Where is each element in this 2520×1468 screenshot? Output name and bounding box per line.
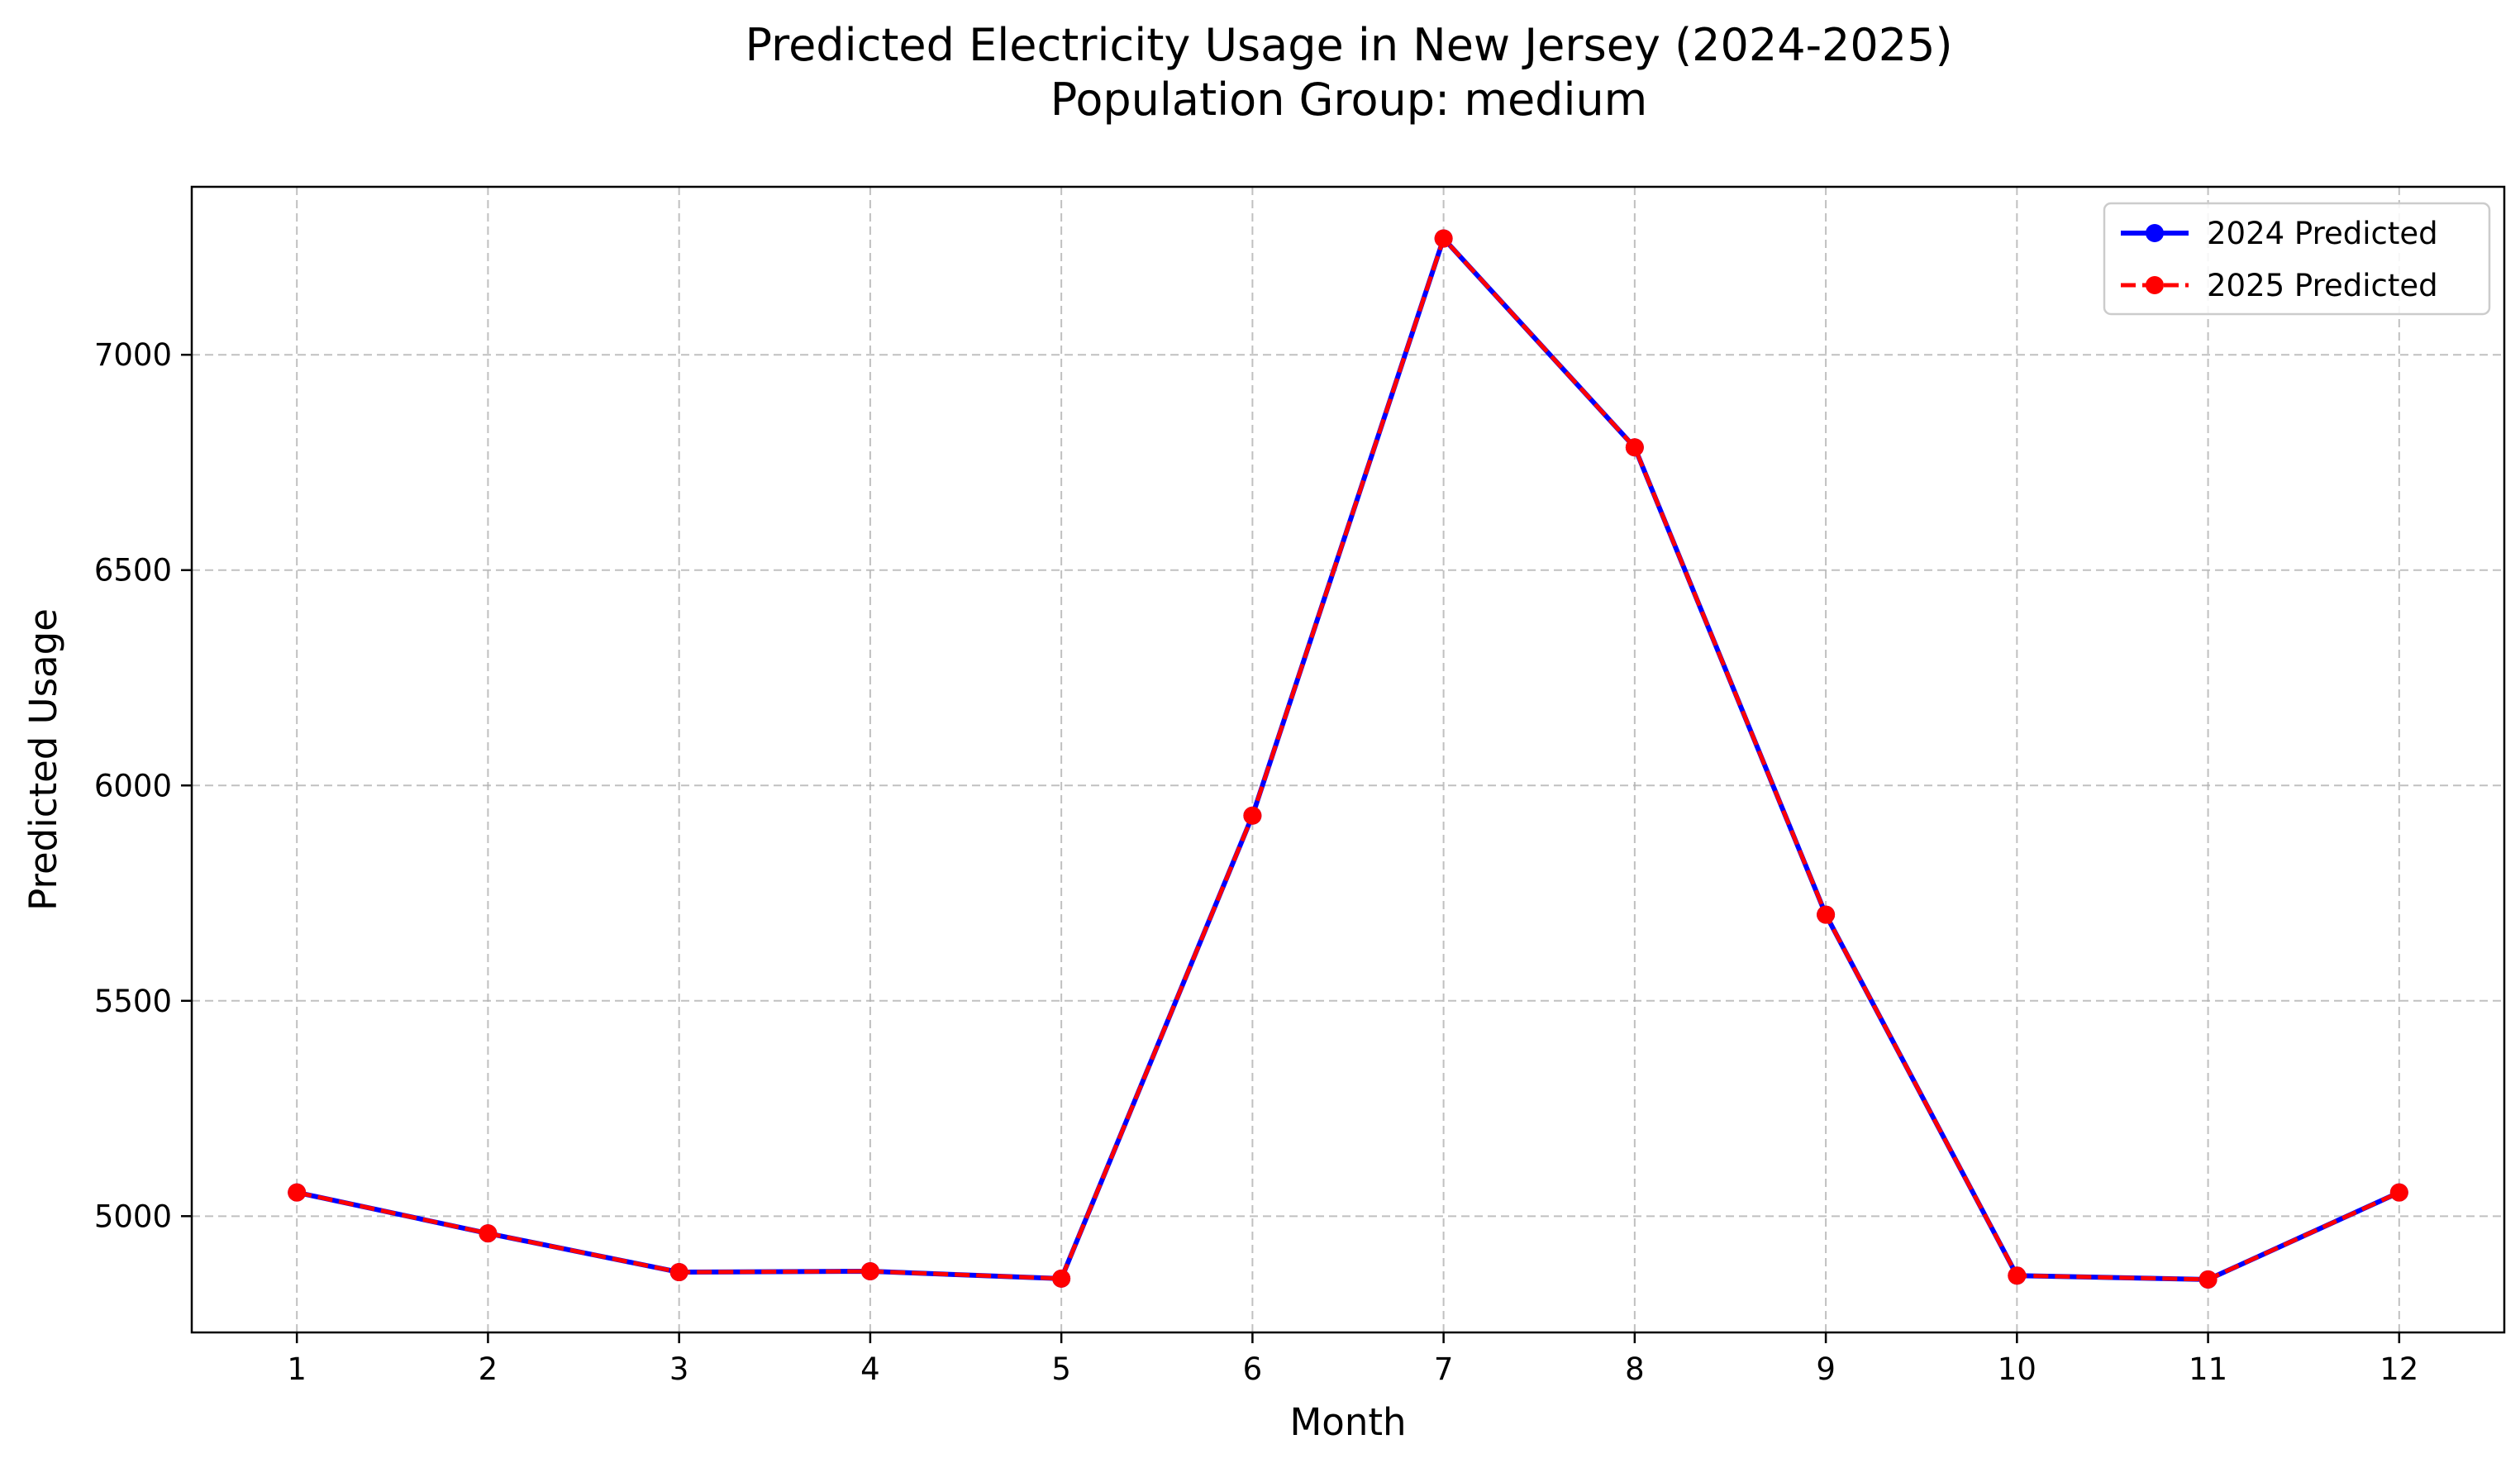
y-tick-label-1: 5000 xyxy=(94,1199,172,1234)
y-tick-label-3: 6000 xyxy=(94,768,172,803)
x-axis-label: Month xyxy=(1289,1400,1406,1444)
x-tick-label-8: 8 xyxy=(1625,1351,1645,1387)
series-2-point-6 xyxy=(1243,806,1262,825)
series-2-point-3 xyxy=(669,1263,688,1282)
plot-frame xyxy=(190,185,2506,1334)
x-tick-label-1: 1 xyxy=(287,1351,307,1387)
x-tick-label-5: 5 xyxy=(1051,1351,1071,1387)
series-2-line xyxy=(296,236,2400,1282)
series-2-point-1 xyxy=(288,1183,307,1202)
y-tick-label-2: 5500 xyxy=(94,984,172,1019)
series-1-line xyxy=(296,236,2401,1282)
series-2-point-4 xyxy=(860,1262,879,1281)
series-2-point-7 xyxy=(1434,229,1453,248)
legend-marker-2 xyxy=(2146,276,2164,294)
legend-box xyxy=(2103,202,2491,316)
chart-subtitle: Population Group: medium xyxy=(1050,74,1648,126)
x-tick-label-7: 7 xyxy=(1434,1351,1454,1387)
chart-title: Predicted Electricity Usage in New Jerse… xyxy=(745,19,1952,71)
legend-marker-1 xyxy=(2146,224,2164,242)
series-2-point-10 xyxy=(2008,1266,2027,1285)
x-tick-label-9: 9 xyxy=(1816,1351,1836,1387)
series-2-point-9 xyxy=(1817,905,1836,924)
x-tick-label-2: 2 xyxy=(479,1351,498,1387)
x-tick-label-11: 11 xyxy=(2189,1351,2227,1387)
y-tick-label-5: 7000 xyxy=(94,337,172,373)
series-2-point-5 xyxy=(1052,1269,1071,1288)
x-tick-label-6: 6 xyxy=(1243,1351,1263,1387)
x-tick-label-4: 4 xyxy=(860,1351,880,1387)
y-axis-label: Predicted Usage xyxy=(21,608,65,911)
series-2-point-8 xyxy=(1625,438,1644,457)
legend-label-1: 2024 Predicted xyxy=(2207,216,2438,251)
y-tick-label-4: 6500 xyxy=(94,553,172,589)
legend: 2024 Predicted 2025 Predicted xyxy=(2103,202,2491,316)
series-2-point-2 xyxy=(479,1224,498,1243)
x-tick-label-3: 3 xyxy=(669,1351,689,1387)
legend-label-2: 2025 Predicted xyxy=(2207,268,2438,303)
grid-lines xyxy=(192,187,2504,1332)
series-group xyxy=(288,229,2408,1289)
series-2-point-11 xyxy=(2198,1270,2218,1289)
x-tick-label-10: 10 xyxy=(1998,1351,2036,1387)
series-2-point-12 xyxy=(2389,1183,2408,1202)
x-tick-label-12: 12 xyxy=(2379,1351,2418,1387)
